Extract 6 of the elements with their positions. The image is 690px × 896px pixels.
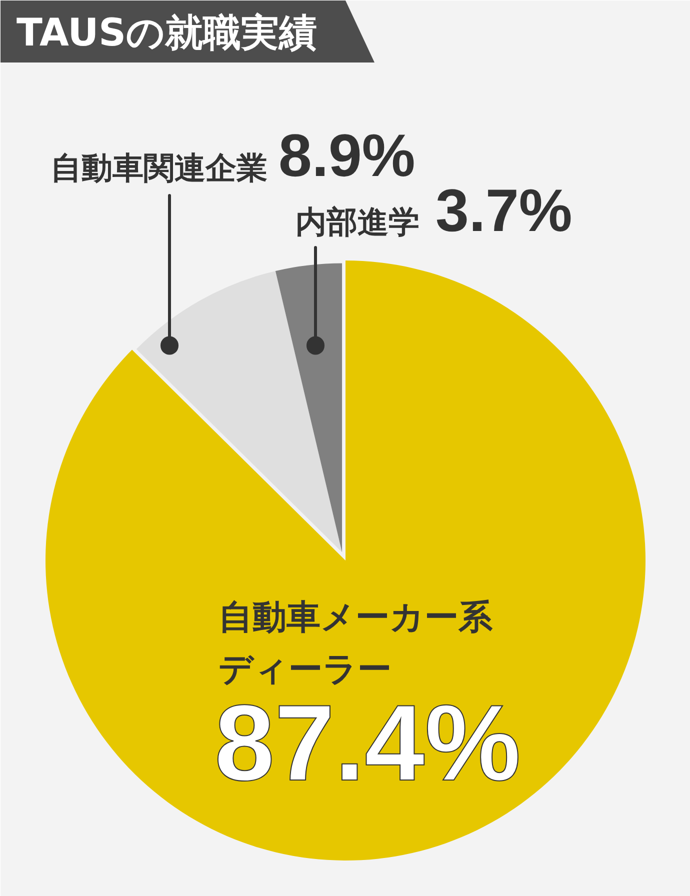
slice-label: 内部進学 <box>296 204 420 240</box>
data-label: 3.7% <box>436 177 572 244</box>
slice-label: 自動車関連企業 <box>50 150 268 186</box>
slice-label: 自動車メーカー系ディーラー <box>218 598 494 690</box>
chart-title: TAUSの就職実績 <box>16 10 317 54</box>
data-label: 8.9% <box>278 122 416 189</box>
